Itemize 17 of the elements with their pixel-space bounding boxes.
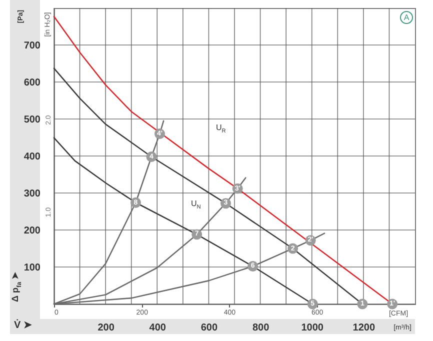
y-tick-label: 200 bbox=[24, 226, 41, 236]
x-tick-label: 400 bbox=[149, 322, 166, 334]
x-tick-label: 1200 bbox=[352, 322, 376, 334]
y-tick-label: 100 bbox=[24, 262, 41, 274]
x-tick-label: 1000 bbox=[301, 322, 324, 334]
y-tick-label: 500 bbox=[24, 114, 41, 126]
x-tick-label: 200 bbox=[98, 322, 115, 334]
x-tick-label: 800 bbox=[252, 322, 270, 334]
y-tick-label: 400 bbox=[24, 152, 41, 162]
x-tick-label: 600 bbox=[200, 322, 218, 334]
y-tick-label: 600 bbox=[24, 78, 41, 88]
annotation: U$_{R}$ bbox=[216, 123, 226, 136]
annotation: A bbox=[400, 11, 413, 24]
y-tick-label: 300 bbox=[24, 188, 41, 200]
y-tick-label: 700 bbox=[24, 40, 41, 52]
text: V̇ ➤ bbox=[14, 320, 32, 331]
annotation: U$_{N}$ bbox=[191, 199, 201, 212]
